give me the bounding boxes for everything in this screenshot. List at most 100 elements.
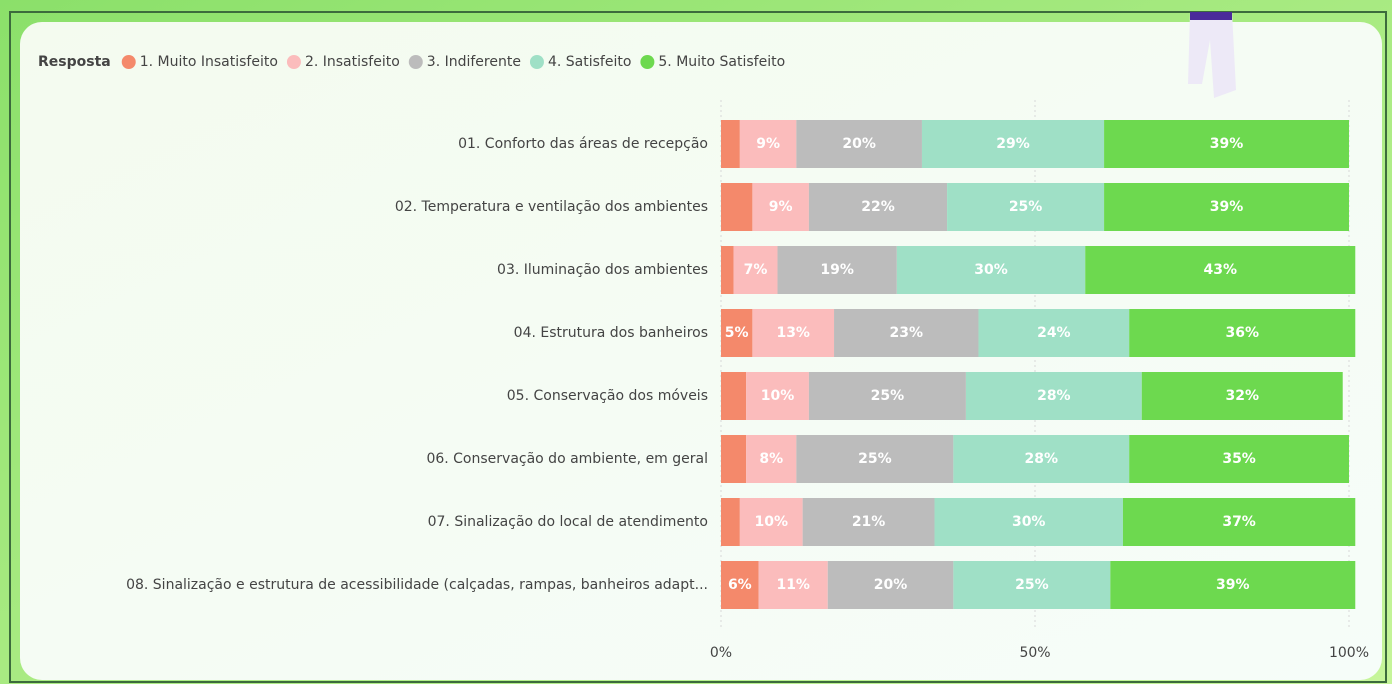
bar-segment (934, 498, 1123, 546)
x-tick-label: 0% (710, 645, 732, 661)
y-tick-label: 06. Conservação do ambiente, em geral (426, 451, 708, 467)
bar-segment (746, 372, 809, 420)
data-label: 25% (858, 451, 892, 467)
data-label: 9% (769, 199, 793, 215)
bar-segment (739, 120, 797, 168)
bar-segment (752, 183, 809, 231)
legend-label: 5. Muito Satisfeito (658, 54, 785, 70)
x-tick-label: 50% (1019, 645, 1050, 661)
data-label: 19% (820, 262, 854, 278)
data-label: 30% (974, 262, 1008, 278)
data-label: 6% (728, 577, 752, 593)
bar-segment (1141, 372, 1343, 420)
data-label: 36% (1225, 325, 1259, 341)
legend-marker (529, 55, 544, 69)
y-tick-label: 07. Sinalização do local de atendimento (428, 514, 708, 530)
legend-label: 4. Satisfeito (548, 54, 631, 70)
x-tick-label: 100% (1329, 645, 1369, 661)
data-label: 28% (1025, 451, 1059, 467)
data-label: 20% (842, 136, 876, 152)
data-label: 35% (1222, 451, 1256, 467)
y-tick-label: 04. Estrutura dos banheiros (514, 325, 708, 341)
decoration (1190, 12, 1232, 20)
bar-segment (796, 435, 954, 483)
bar-segment (978, 309, 1130, 357)
data-label: 25% (1009, 199, 1043, 215)
bar-segment (721, 120, 740, 168)
data-label: 25% (1015, 577, 1049, 593)
data-label: 8% (759, 451, 783, 467)
bar-segment (1110, 561, 1356, 609)
bar-segment (808, 372, 966, 420)
data-label: 22% (861, 199, 895, 215)
legend-label: 2. Insatisfeito (305, 54, 400, 70)
y-tick-label: 01. Conforto das áreas de recepção (458, 136, 708, 152)
data-label: 9% (756, 136, 780, 152)
bar-segment (758, 561, 828, 609)
data-label: 30% (1012, 514, 1046, 530)
bar-segment (1104, 120, 1349, 168)
bar-segment (1129, 435, 1349, 483)
data-label: 13% (776, 325, 810, 341)
data-label: 25% (871, 388, 905, 404)
data-label: 28% (1037, 388, 1071, 404)
bar-segment (1104, 183, 1349, 231)
legend-marker (408, 55, 423, 69)
legend-title: Resposta (38, 54, 111, 70)
bar-segment (1122, 498, 1356, 546)
decoration (1188, 12, 1236, 98)
bar-segment (965, 372, 1142, 420)
bar-segment (953, 435, 1130, 483)
bar-segment (896, 246, 1086, 294)
data-label: 5% (725, 325, 749, 341)
bar-segment (746, 435, 797, 483)
legend-label: 3. Indiferente (427, 54, 521, 70)
bar-segment (721, 309, 753, 357)
legend-label: 1. Muito Insatisfeito (140, 54, 278, 70)
bar-segment (796, 120, 922, 168)
data-label: 39% (1216, 577, 1250, 593)
bar-segment (834, 309, 979, 357)
bar-segment (721, 561, 759, 609)
bar-segment (721, 498, 740, 546)
bar-segment (721, 183, 753, 231)
y-tick-label: 05. Conservação dos móveis (507, 388, 708, 404)
data-label: 39% (1210, 199, 1244, 215)
bar-segment (947, 183, 1105, 231)
data-label: 32% (1225, 388, 1259, 404)
data-label: 39% (1210, 136, 1244, 152)
bar-segment (808, 183, 948, 231)
data-label: 23% (890, 325, 924, 341)
data-label: 10% (761, 388, 795, 404)
bar-segment (733, 246, 778, 294)
legend-marker (121, 55, 136, 69)
frame (9, 11, 1387, 683)
y-tick-label: 02. Temperatura e ventilação dos ambient… (395, 199, 708, 215)
bar-segment (1085, 246, 1356, 294)
legend-marker (286, 55, 301, 69)
y-tick-label: 03. Iluminação dos ambientes (497, 262, 708, 278)
bar-segment (721, 372, 747, 420)
data-label: 37% (1222, 514, 1256, 530)
data-label: 43% (1204, 262, 1238, 278)
bar-segment (802, 498, 935, 546)
bar-segment (921, 120, 1105, 168)
data-label: 11% (776, 577, 810, 593)
y-tick-label: 08. Sinalização e estrutura de acessibil… (126, 577, 708, 593)
data-label: 29% (996, 136, 1030, 152)
data-label: 7% (744, 262, 768, 278)
bar-segment (953, 561, 1111, 609)
bar-segment (777, 246, 897, 294)
bar-segment (827, 561, 954, 609)
data-label: 20% (874, 577, 908, 593)
legend-marker (640, 55, 655, 69)
data-label: 24% (1037, 325, 1071, 341)
bar-segment (739, 498, 803, 546)
data-label: 10% (754, 514, 788, 530)
bar-segment (721, 435, 747, 483)
data-label: 21% (852, 514, 886, 530)
bar-segment (721, 246, 734, 294)
legend: Resposta 1. Muito Insatisfeito 2. Insatis… (38, 54, 785, 70)
